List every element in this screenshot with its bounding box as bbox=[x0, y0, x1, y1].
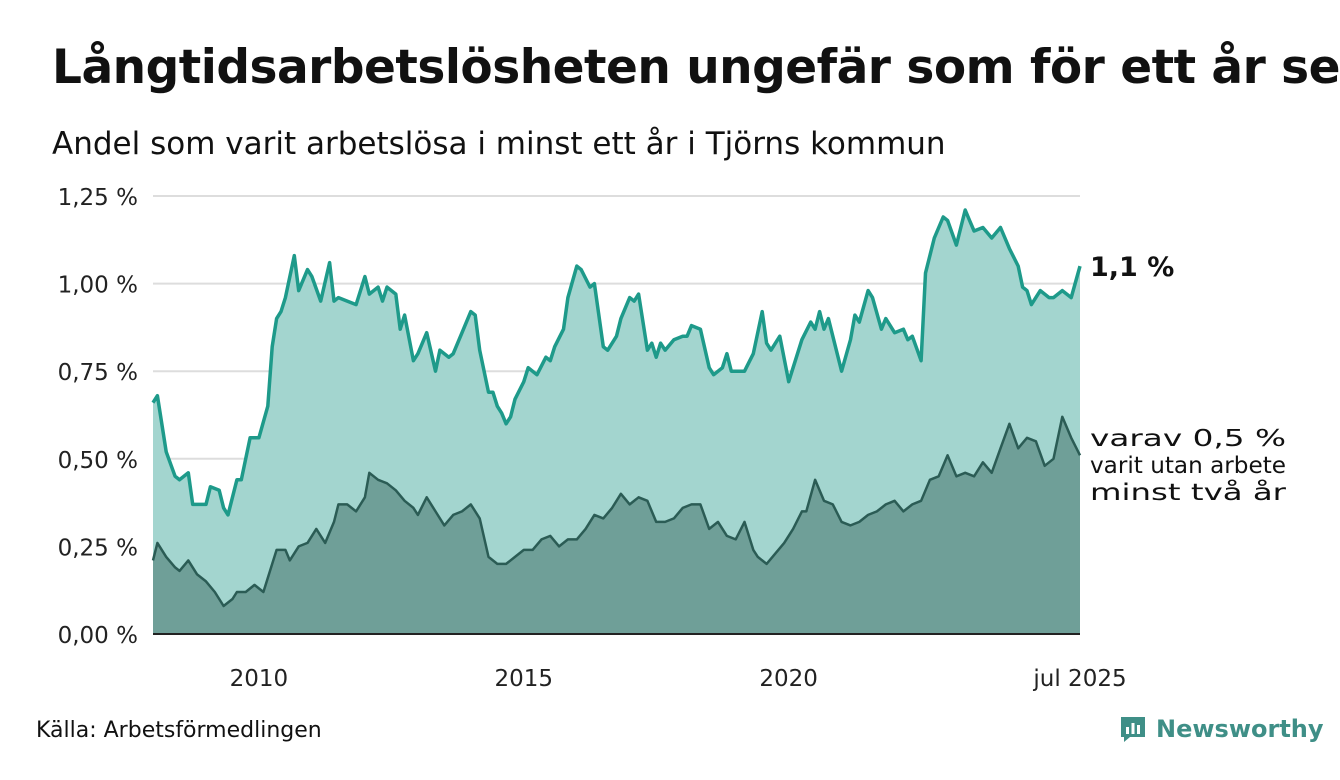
newsworthy-logo-text: Newsworthy bbox=[1156, 715, 1324, 743]
series-line-2 bbox=[151, 415, 1082, 608]
source-note: Källa: Arbetsförmedlingen bbox=[36, 718, 322, 743]
y-tick-label: 1,00 % bbox=[58, 273, 138, 299]
x-tick-label: 2010 bbox=[230, 666, 289, 692]
y-axis-ticks: 0,00 % 0,25 % 0,50 % 0,75 % 1,00 % 1,25 % bbox=[58, 185, 138, 649]
y-tick-label: 0,50 % bbox=[58, 448, 138, 474]
area-chart: 0,00 % 0,25 % 0,50 % 0,75 % 1,00 % 1,25 % 201… bbox=[58, 185, 1287, 692]
y-tick-label: 0,75 % bbox=[58, 360, 138, 386]
y-tick-label: 1,25 % bbox=[58, 185, 138, 211]
x-tick-label: 2015 bbox=[495, 666, 554, 692]
x-tick-label: 2020 bbox=[759, 666, 818, 692]
chart-title: Långtidsarbetslösheten ungefär som för e… bbox=[52, 40, 1340, 95]
y-tick-label: 0,25 % bbox=[58, 535, 138, 561]
sub-series-end-label-line: varit utan arbete bbox=[1090, 453, 1286, 479]
series-areas bbox=[151, 208, 1082, 634]
chart-subtitle: Andel som varit arbetslösa i minst ett å… bbox=[52, 126, 946, 162]
sub-series-end-label-line: varav 0,5 % bbox=[1090, 426, 1286, 452]
series-area-2 bbox=[153, 416, 1080, 634]
newsworthy-logo: Newsworthy bbox=[1118, 714, 1324, 744]
x-axis-ticks: 2010 2015 2020 jul 2025 bbox=[230, 666, 1127, 692]
newsworthy-logo-icon bbox=[1121, 717, 1145, 742]
sub-series-end-label-line: minst två år bbox=[1090, 478, 1287, 506]
x-tick-label: jul 2025 bbox=[1032, 666, 1126, 692]
main-series-end-label: 1,1 % bbox=[1090, 252, 1174, 283]
series-line-1 bbox=[151, 208, 1082, 517]
y-tick-label: 0,00 % bbox=[58, 623, 138, 649]
